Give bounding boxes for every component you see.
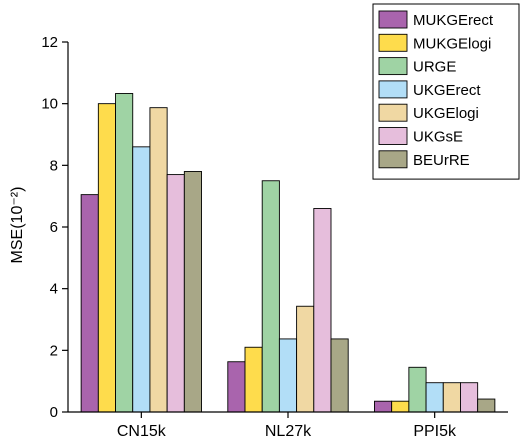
y-tick-label: 8 — [50, 157, 58, 174]
bar-beurre-nl27k — [330, 338, 349, 413]
x-ticks: CN15k NL27k PPI5k — [117, 412, 457, 440]
y-tick-label: 4 — [50, 281, 58, 298]
y-tick-label: 12 — [41, 34, 58, 51]
legend: MUKGErect MUKGElogi URGE UKGErect UKGElogi UK… — [372, 3, 520, 180]
bar-mukgerect-ppi5k — [374, 400, 393, 413]
legend-label: UKGErect — [413, 82, 481, 99]
x-tick-label: PPI5k — [413, 423, 457, 440]
legend-label: MUKGErect — [413, 12, 494, 29]
y-axis-title: MSE(10⁻²) — [9, 187, 26, 264]
legend-swatch — [378, 150, 408, 169]
x-tick-label: CN15k — [117, 423, 167, 440]
legend-swatch — [378, 57, 408, 76]
bar-urge-ppi5k — [408, 366, 427, 413]
legend-label: BEUrRE — [413, 152, 470, 169]
bar-mukgelogi-ppi5k — [391, 400, 410, 413]
legend-label: UKGsE — [413, 129, 463, 146]
legend-label: UKGElogi — [413, 105, 479, 122]
x-tick-label: NL27k — [265, 423, 312, 440]
y-tick-label: 10 — [41, 96, 58, 113]
y-tick-label: 2 — [50, 342, 58, 359]
legend-label: URGE — [413, 59, 456, 76]
legend-swatch — [378, 103, 408, 122]
bars-group — [80, 93, 496, 413]
bar-ukgse-cn15k — [166, 174, 185, 413]
legend-label: MUKGElogi — [413, 35, 491, 52]
bar-mukgelogi-cn15k — [97, 103, 116, 413]
bar-urge-nl27k — [261, 180, 280, 413]
bar-ukgerect-cn15k — [132, 146, 151, 413]
bar-mukgerect-cn15k — [80, 194, 99, 413]
bar-beurre-cn15k — [183, 171, 202, 413]
bar-ukgse-ppi5k — [460, 382, 479, 413]
y-tick-label: 6 — [50, 219, 58, 236]
bar-ukgelogi-cn15k — [149, 107, 168, 413]
bar-mukgerect-nl27k — [227, 361, 246, 413]
legend-swatch — [378, 10, 408, 29]
bar-mukgelogi-nl27k — [244, 346, 263, 413]
legend-swatch — [378, 127, 408, 145]
y-tick-label: 0 — [50, 404, 58, 421]
bar-ukgelogi-nl27k — [296, 305, 315, 413]
bar-urge-cn15k — [115, 93, 134, 413]
bar-ukgerect-ppi5k — [425, 382, 444, 413]
bar-ukgelogi-ppi5k — [442, 382, 461, 413]
legend-swatch — [378, 33, 408, 52]
bar-ukgse-nl27k — [313, 208, 332, 413]
legend-swatch — [378, 80, 408, 99]
y-ticks: 0 2 4 6 8 10 12 — [41, 34, 68, 421]
bar-beurre-ppi5k — [477, 398, 496, 413]
bar-ukgerect-nl27k — [278, 338, 298, 413]
